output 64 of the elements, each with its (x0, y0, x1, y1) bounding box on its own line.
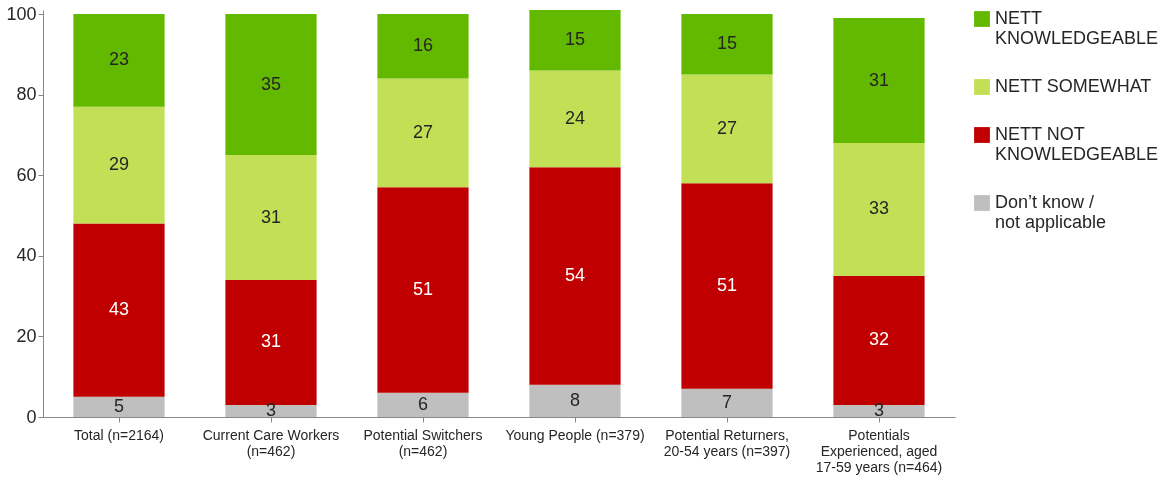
x-tick-label: Young People (n=379) (505, 426, 645, 443)
bar (225, 14, 317, 156)
bar (529, 167, 621, 385)
data-label: 3 (265, 399, 277, 420)
data-label: 35 (260, 73, 282, 94)
y-tick-label: 100 (6, 3, 37, 24)
data-label: 15 (716, 33, 738, 54)
legend-label: NETT KNOWLEDGEABLE (995, 8, 1159, 48)
bar (377, 187, 469, 393)
y-tick-label: 40 (16, 245, 37, 266)
bar (681, 14, 773, 75)
data-label: 29 (108, 154, 130, 175)
x-tick-label: Potential Returners, 20-54 years (n=397) (663, 426, 791, 459)
data-label: 23 (108, 49, 130, 70)
bar (529, 70, 621, 168)
legend-label: NETT SOMEWHAT (995, 76, 1152, 96)
bar (681, 74, 773, 184)
y-tick-label: 80 (16, 84, 37, 105)
data-label: 6 (417, 393, 429, 414)
bar (833, 275, 925, 405)
data-label: 7 (721, 391, 733, 412)
legend-label: Don’t know / not applicable (995, 192, 1107, 232)
data-label: 3 (873, 399, 885, 420)
x-tick-label: Potentials Experienced, aged 17-59 years (n=464) (815, 426, 943, 475)
data-label: 8 (569, 389, 581, 410)
bar (73, 223, 165, 397)
bar (225, 155, 317, 280)
y-tick-label: 60 (16, 164, 37, 185)
bar (681, 183, 773, 389)
bar (681, 388, 773, 417)
bar (73, 396, 165, 417)
data-label: 31 (260, 331, 282, 352)
bar (833, 404, 925, 417)
data-label: 31 (868, 69, 890, 90)
bar (225, 404, 317, 417)
x-tick-label: Current Care Workers (n=462) (202, 426, 340, 459)
data-label: 32 (868, 329, 890, 350)
bar (225, 279, 317, 405)
data-label: 54 (564, 264, 586, 285)
legend-label: NETT NOT KNOWLEDGEABLE (995, 124, 1159, 164)
data-label: 43 (108, 299, 130, 320)
data-label: 5 (113, 395, 125, 416)
bar (833, 18, 925, 143)
bar (529, 384, 621, 417)
data-label: 15 (564, 29, 586, 50)
y-tick-label: 0 (26, 406, 37, 427)
y-tick-label: 20 (16, 325, 37, 346)
data-label: 27 (716, 117, 738, 138)
data-label: 51 (412, 279, 434, 300)
bar (73, 14, 165, 107)
data-label: 31 (260, 206, 282, 227)
data-label: 51 (716, 275, 738, 296)
bar (73, 106, 165, 224)
data-label: 16 (412, 35, 434, 56)
bar (377, 392, 469, 417)
x-tick-label: Potential Switchers (n=462) (363, 426, 483, 459)
bar (377, 14, 469, 79)
data-label: 24 (564, 107, 586, 128)
x-tick-label: Total (n=2164) (74, 426, 164, 443)
data-label: 33 (868, 198, 890, 219)
bar (529, 10, 621, 71)
bar (833, 142, 925, 276)
data-label: 27 (412, 121, 434, 142)
bar (377, 78, 469, 188)
